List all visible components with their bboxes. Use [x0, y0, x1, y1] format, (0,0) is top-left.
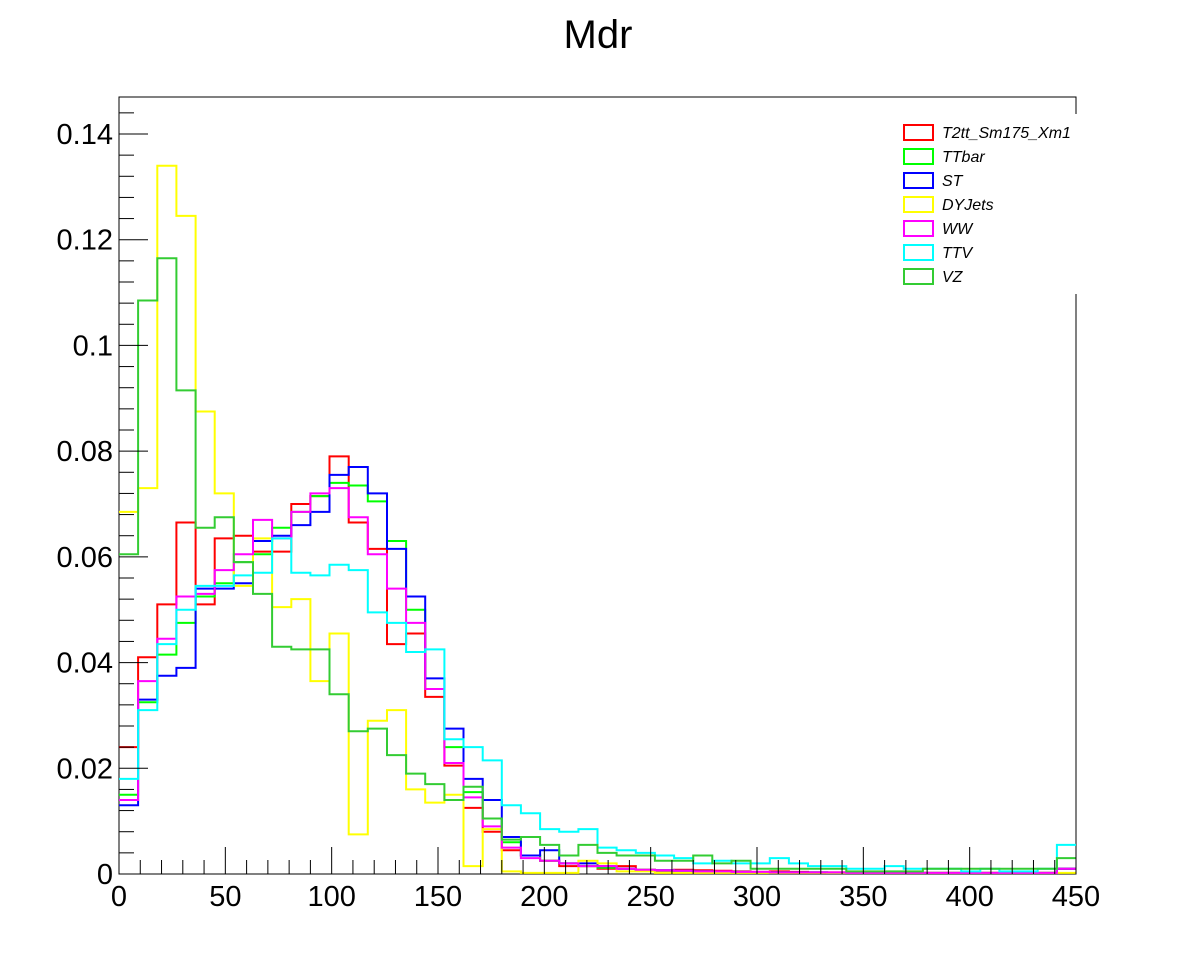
legend-swatch [903, 220, 934, 237]
legend-label: TTV [942, 245, 974, 262]
y-tick-label: 0.14 [57, 119, 113, 151]
x-tick-label: 300 [733, 881, 781, 913]
legend-swatch [903, 172, 934, 189]
series-ttv [119, 537, 1076, 873]
y-tick-label: 0 [97, 859, 113, 891]
legend-label: T2tt_Sm175_Xm1 [942, 125, 1071, 142]
chart-title: Mdr [564, 13, 633, 57]
axes-group: 0 50 100 150 200 250 300 350 400 450 0 0.02 0.04 0.06… [57, 112, 1100, 913]
x-tick-label: 400 [945, 881, 993, 913]
x-tick-label: 200 [520, 881, 568, 913]
y-tick-label: 0.06 [57, 542, 113, 574]
series-vz [119, 257, 1076, 873]
y-tick-label: 0.04 [57, 648, 113, 680]
series-st [119, 466, 1076, 874]
series-t2tt-sm175-xm1 [119, 455, 1076, 874]
y-tick-label: 0.02 [57, 753, 113, 785]
legend-swatch [903, 124, 934, 141]
y-tick-label: 0.12 [57, 225, 113, 257]
legend-label: DYJets [942, 197, 994, 214]
x-tick-label: 50 [209, 881, 241, 913]
series-ww [119, 487, 1076, 874]
legend-swatch [903, 268, 934, 285]
legend-label: TTbar [942, 149, 985, 166]
x-tick-label: 250 [626, 881, 674, 913]
legend-swatch [903, 244, 934, 261]
plot-area-border [118, 96, 1077, 875]
x-tick-label: 450 [1052, 881, 1100, 913]
x-tick-label: 0 [111, 881, 127, 913]
legend: T2tt_Sm175_Xm1 TTbar ST DYJets WW TTV VZ [897, 114, 1087, 294]
x-tick-label: 100 [307, 881, 355, 913]
x-tick-label: 150 [414, 881, 462, 913]
y-tick-label: 0.08 [57, 436, 113, 468]
legend-swatch [903, 148, 934, 165]
histogram-series-group [119, 164, 1076, 874]
legend-label: VZ [942, 269, 964, 286]
y-tick-label: 0.1 [73, 330, 113, 362]
plot-frame [118, 96, 1077, 875]
legend-swatch [903, 196, 934, 213]
legend-label: ST [942, 173, 964, 190]
legend-background [897, 114, 1087, 294]
x-tick-label: 350 [839, 881, 887, 913]
legend-label: WW [942, 221, 974, 238]
